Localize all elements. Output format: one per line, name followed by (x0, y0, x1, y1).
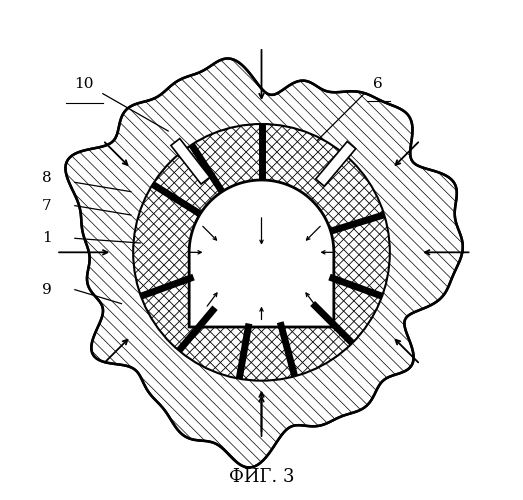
Circle shape (189, 180, 334, 324)
Polygon shape (65, 58, 463, 468)
Polygon shape (316, 142, 356, 186)
Text: ФИГ. 3: ФИГ. 3 (229, 468, 294, 485)
Text: 7: 7 (42, 198, 52, 212)
Circle shape (133, 124, 390, 380)
Polygon shape (171, 138, 210, 184)
Text: 9: 9 (42, 282, 52, 296)
Text: 6: 6 (373, 78, 383, 92)
Circle shape (133, 124, 390, 380)
Text: 1: 1 (42, 232, 52, 245)
Polygon shape (189, 180, 334, 327)
Text: 8: 8 (42, 170, 52, 184)
Text: 10: 10 (74, 78, 94, 92)
